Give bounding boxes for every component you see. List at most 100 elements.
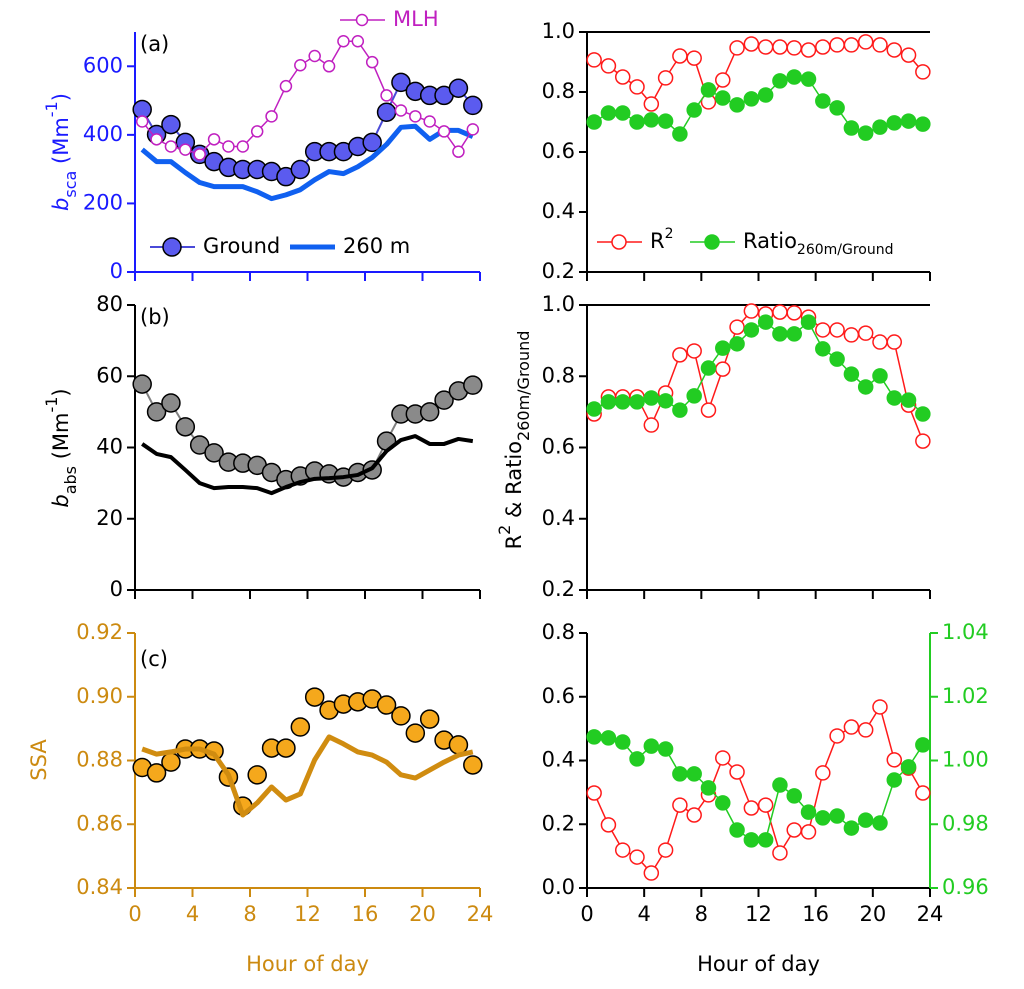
y-tick-label: 600 [83,53,123,77]
x-tick-label: 20 [859,902,886,926]
data-point [193,148,206,161]
data-point [132,374,152,394]
data-point [423,115,436,128]
data-point [757,797,774,813]
data-point [419,402,440,422]
x-tick-label: 12 [745,902,772,926]
series-line [593,706,924,874]
y-axis-label: bsca (Mm-1) [42,93,80,211]
x-axis-label: Hour of day [697,952,820,976]
data-point [729,336,745,352]
data-point [409,110,422,123]
data-point [463,755,483,775]
legend-name: 260 m [343,234,410,258]
data-point [672,766,688,782]
data-point [772,304,788,320]
data-point [686,343,702,359]
legend-entry: Ratio260m/Ground [690,229,894,258]
y-tick-label: 20 [96,506,123,530]
data-point [900,113,917,129]
data-point [686,807,702,823]
panel-label: (a) [140,32,169,56]
data-point [700,360,717,376]
data-point [800,71,817,87]
x-tick-label: 8 [695,902,708,926]
data-point [857,812,874,828]
y2-tick-label: 1.02 [942,684,989,708]
y-tick-label: 0.6 [542,435,575,459]
data-point [179,143,192,156]
data-point [857,325,874,341]
legend-label: Ground [203,234,280,258]
label-part: 260m/Ground [514,331,533,441]
data-point [886,772,903,788]
data-point [857,722,874,738]
panel-label: (c) [140,647,168,671]
data-point [600,730,617,746]
data-point [586,729,602,745]
x-tick-label: 24 [467,902,494,926]
x-tick-label: 16 [802,902,829,926]
data-point [380,89,393,102]
data-point [376,102,397,122]
data-point [872,334,888,350]
data-point [786,305,802,321]
data-point [915,406,931,422]
data-point [800,314,817,330]
data-point [686,50,702,66]
data-point [757,39,774,55]
panel-label: (b) [140,305,170,329]
data-point [729,319,745,335]
y-tick-label: 0.84 [76,875,123,899]
data-point [247,765,267,785]
x-tick-label: 0 [580,902,593,926]
label-part: 2 [495,525,514,535]
data-point [915,64,931,80]
data-point [657,70,674,86]
data-point [614,842,631,858]
label-part: (Mm [49,413,73,466]
data-point [686,388,702,404]
data-point [829,322,845,338]
y-tick-label: 0.8 [542,363,575,387]
data-point [743,832,760,848]
data-point [715,361,731,377]
y-tick-label: 0.4 [542,748,575,772]
x-axis-label: Hour of day [246,952,369,976]
data-point [886,390,903,406]
label-part: -1 [42,397,61,413]
data-point [463,375,483,395]
legend-label: R2 [650,226,674,253]
data-point [657,741,674,757]
data-point [304,687,325,707]
legend-entry: 260 m [290,234,410,258]
data-point [915,737,931,753]
panel: 0.2 0.4 0.6 0.8 1.0 R2 & Ratio260m/Ground [495,292,931,601]
y-tick-label: 1.0 [542,19,575,43]
y-tick-label: 0.88 [76,748,123,772]
label-part: sca [61,171,80,198]
legend-marker [162,237,182,257]
data-point [829,37,845,53]
data-point [843,719,860,735]
panel: 0.0 0.2 0.4 0.6 0.8 0 4 8 12 16 20 24 0.96 0.98 1.00 1.… [542,620,989,976]
data-point [815,341,831,357]
data-point [872,815,888,831]
y2-tick-label: 1.00 [942,748,989,772]
data-point [294,59,307,72]
data-point [135,115,149,128]
data-point [757,314,774,330]
series-line [141,734,474,818]
data-point [643,390,660,406]
data-point [729,97,745,113]
data-point [857,125,874,141]
label-part: R [502,535,526,550]
y-tick-label: 80 [96,292,123,316]
data-point [686,766,702,782]
data-point [614,394,631,410]
data-point [715,795,731,811]
data-point [843,366,860,382]
data-point [448,78,469,98]
data-point [279,79,293,93]
